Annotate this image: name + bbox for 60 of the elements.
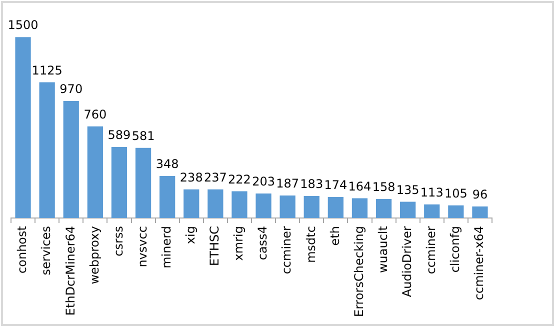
bar [39, 82, 55, 218]
data-label: 183 [300, 177, 324, 192]
x-tick-label: nvsvcc [135, 226, 150, 268]
data-label: 581 [132, 129, 155, 144]
data-label: 135 [396, 182, 420, 197]
bar [448, 205, 464, 218]
x-tick-label: AudioDriver [400, 226, 414, 298]
x-tick-label: xig [184, 226, 198, 244]
data-label: 760 [84, 107, 107, 122]
x-tick-label: conhost [15, 226, 30, 274]
data-label: 1500 [8, 18, 38, 32]
data-label: 96 [472, 188, 488, 202]
bar [135, 148, 152, 218]
data-label: 187 [276, 176, 300, 191]
bar [376, 198, 392, 218]
bar [328, 197, 344, 218]
x-tick-label: ccminer [424, 226, 438, 274]
x-tick-label: webproxy [87, 226, 102, 284]
x-tick-label: ccminer [280, 226, 294, 274]
data-label: 174 [324, 178, 348, 192]
x-tick-label: services [39, 226, 54, 276]
data-label: 589 [108, 128, 131, 142]
data-label: 348 [156, 157, 179, 172]
x-tick-label: xmrig [232, 226, 246, 261]
data-label: 203 [252, 174, 275, 189]
x-tick-label: csrss [111, 226, 126, 256]
bar [352, 198, 368, 218]
bar [208, 189, 224, 218]
bar [424, 204, 440, 218]
bar [280, 195, 296, 218]
data-label: 222 [228, 172, 251, 186]
bar [232, 191, 248, 218]
bar [400, 202, 416, 218]
data-label: 970 [60, 82, 83, 96]
data-label: 105 [444, 186, 468, 200]
x-tick-label: msdtc [304, 226, 318, 263]
data-label: 1125 [32, 63, 62, 78]
bar [111, 146, 128, 218]
x-tick-label: ErrorsChecking [352, 226, 366, 318]
bar [87, 126, 103, 218]
x-tick-label: ccminer-x64 [472, 226, 486, 300]
x-tick-label: minerd [159, 226, 174, 268]
data-label: 158 [372, 180, 396, 194]
bar [184, 189, 200, 218]
bar [256, 194, 272, 218]
bar [472, 206, 488, 218]
x-tick-label: cass4 [256, 226, 270, 260]
bar [304, 196, 320, 218]
x-tick-label: cliconfg [448, 226, 462, 273]
x-tick-label: wuauclt [376, 226, 390, 274]
data-label: 113 [420, 186, 444, 200]
x-tick-label: EthDcrMiner64 [63, 226, 78, 316]
x-tick-label: ETHSC [208, 226, 222, 266]
bar [15, 37, 31, 218]
data-label: 164 [348, 179, 372, 194]
data-label: 237 [204, 170, 227, 185]
bar [160, 176, 176, 218]
x-tick-label: eth [328, 226, 342, 246]
data-label: 238 [180, 170, 203, 184]
bar [63, 101, 79, 218]
